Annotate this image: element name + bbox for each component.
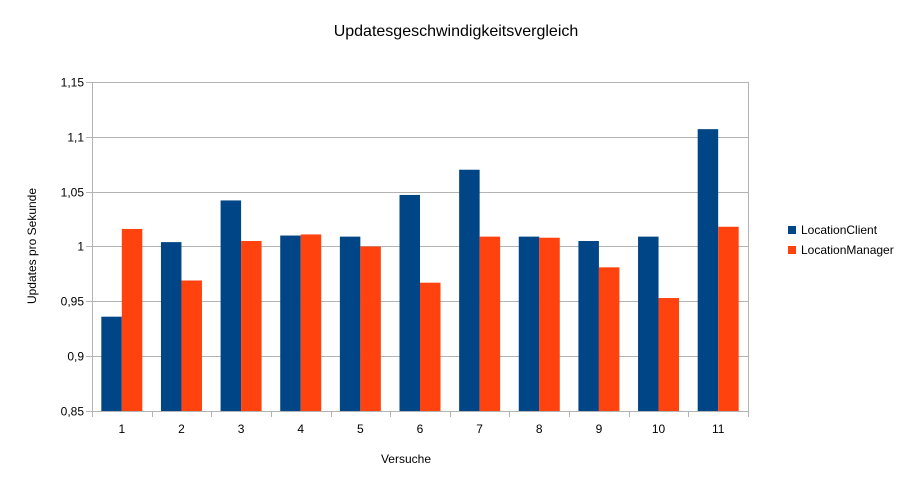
bar-LocationClient-9 — [578, 241, 599, 411]
chart-title: Updatesgeschwindigkeitsvergleich — [334, 23, 579, 40]
bars — [101, 129, 739, 411]
bar-LocationClient-6 — [399, 194, 420, 411]
bar-LocationClient-3 — [220, 200, 242, 411]
x-tick-label: 7 — [476, 422, 483, 436]
bar-LocationClient-10 — [638, 236, 659, 411]
bar-LocationManager-2 — [181, 280, 202, 411]
bar-LocationManager-6 — [420, 282, 441, 411]
bar-LocationManager-9 — [598, 267, 620, 411]
bar-LocationManager-8 — [539, 237, 560, 411]
legend-swatch-LocationClient — [788, 226, 796, 234]
x-tick-label: 10 — [652, 422, 666, 436]
bar-LocationManager-4 — [300, 234, 322, 411]
axes — [92, 82, 749, 417]
y-tick-label: 1,05 — [61, 186, 85, 200]
y-tick-label: 0,9 — [67, 350, 84, 364]
x-tick-label: 2 — [178, 422, 185, 436]
legend-label-LocationManager: LocationManager — [801, 243, 894, 257]
bar-LocationManager-5 — [360, 246, 381, 411]
y-tick-label: 0,85 — [61, 405, 85, 419]
legend-swatch-LocationManager — [788, 246, 796, 254]
y-tick-label: 1,1 — [67, 131, 84, 145]
y-axis-label: Updates pro Sekunde — [25, 188, 39, 304]
bar-LocationManager-3 — [241, 241, 262, 411]
y-tick-label: 1,15 — [61, 76, 85, 90]
x-tick-label: 1 — [118, 422, 125, 436]
x-tick-label: 11 — [712, 422, 725, 436]
plot-frame — [92, 82, 749, 412]
x-tick-label: 8 — [536, 422, 543, 436]
bar-LocationManager-11 — [718, 226, 739, 411]
x-tick-label: 4 — [297, 422, 304, 436]
y-tick-label: 0,95 — [61, 295, 85, 309]
bar-LocationManager-7 — [479, 236, 501, 411]
bar-LocationClient-2 — [160, 242, 182, 411]
x-tick-label: 3 — [238, 422, 245, 436]
bar-LocationClient-1 — [101, 316, 122, 411]
y-tick-label: 1 — [77, 240, 84, 254]
bar-LocationClient-8 — [518, 236, 540, 411]
x-axis-label: Versuche — [381, 452, 431, 466]
bar-LocationClient-11 — [697, 129, 719, 411]
bar-LocationClient-5 — [339, 236, 361, 411]
bar-LocationManager-1 — [121, 228, 143, 411]
x-tick-label: 5 — [357, 422, 364, 436]
bar-LocationClient-4 — [280, 235, 301, 411]
bar-LocationClient-7 — [459, 169, 480, 411]
bar-LocationManager-10 — [658, 298, 680, 411]
x-tick-labels: 1 2 3 4 5 6 7 8 9 10 11 — [118, 422, 724, 436]
x-tick-label: 6 — [417, 422, 424, 436]
y-tick-labels: 0,85 0,9 0,95 1 1,05 1,1 1,15 — [61, 76, 85, 419]
legend: LocationClient LocationManager — [788, 223, 894, 257]
x-tick-label: 9 — [596, 422, 603, 436]
legend-label-LocationClient: LocationClient — [801, 223, 878, 237]
